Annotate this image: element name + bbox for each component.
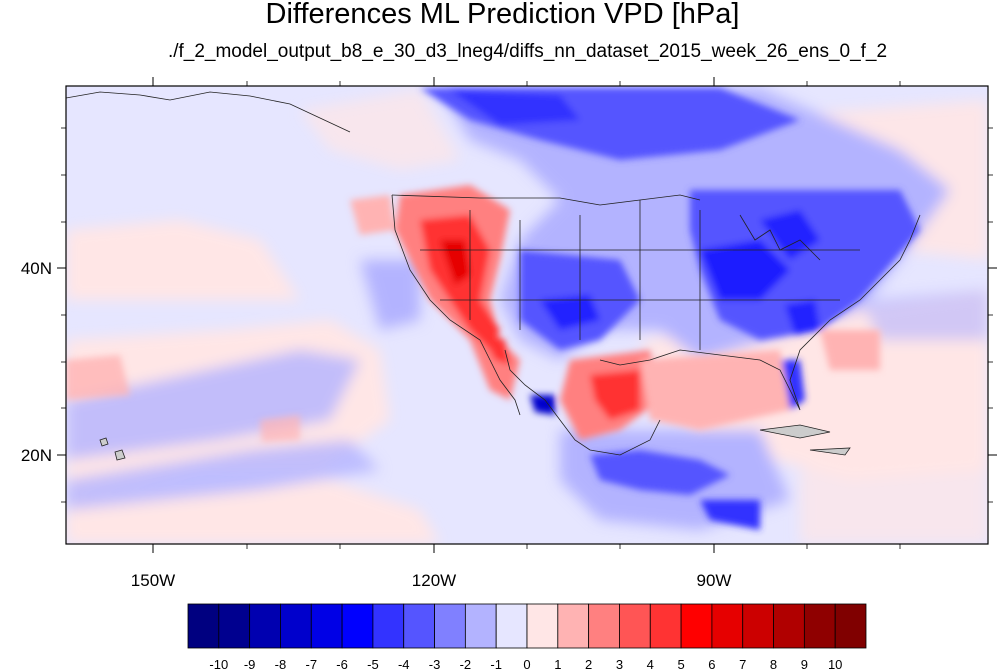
- colorbar-label: 10: [828, 657, 842, 672]
- difference-field: [66, 86, 988, 544]
- colorbar-swatch: [588, 603, 620, 649]
- colorbar-swatch: [742, 603, 774, 649]
- colorbar-swatch: [495, 603, 528, 649]
- colorbar-label: 1: [554, 657, 561, 672]
- map-title: Differences ML Prediction VPD [hPa]: [265, 0, 740, 30]
- colorbar-swatch: [372, 603, 405, 649]
- colorbar-label: -7: [305, 657, 317, 672]
- colorbar-label: -8: [275, 657, 287, 672]
- colorbar-label: 7: [739, 657, 746, 672]
- colorbar-swatch: [557, 603, 590, 649]
- y-tick-label-40n: 40N: [21, 259, 52, 278]
- colorbar-swatch: [803, 603, 836, 649]
- colorbar-swatch: [464, 603, 497, 649]
- x-tick-label-120w: 120W: [412, 571, 456, 590]
- colorbar-swatch: [680, 603, 713, 649]
- colorbar-label: -10: [209, 657, 228, 672]
- colorbar-swatch: [403, 603, 435, 649]
- colorbar-swatch: [280, 603, 312, 649]
- islands: [99, 424, 851, 461]
- x-tick-label-90w: 90W: [697, 571, 732, 590]
- colorbar-swatch: [187, 603, 220, 649]
- y-tick-label-20n: 20N: [21, 446, 52, 465]
- colorbar-label: -1: [490, 657, 502, 672]
- colorbar-swatch: [834, 603, 867, 649]
- colorbar: -10 -9 -8 -7 -6 -5 -4 -3 -2 -1 0 1 2 3 4 5 6 7 8 9 10: [187, 603, 867, 672]
- colorbar-label: -6: [336, 657, 348, 672]
- coastlines: [66, 91, 921, 456]
- colorbar-swatch: [310, 603, 343, 649]
- colorbar-label: 3: [616, 657, 623, 672]
- colorbar-label: -4: [398, 657, 410, 672]
- colorbar-label: 5: [677, 657, 684, 672]
- colorbar-label: 8: [770, 657, 777, 672]
- colorbar-swatch: [649, 603, 682, 649]
- colorbar-swatch: [619, 603, 651, 649]
- colorbar-label: -9: [244, 657, 256, 672]
- colorbar-swatch: [526, 603, 559, 649]
- colorbar-label: 0: [523, 657, 530, 672]
- colorbar-label: -5: [367, 657, 379, 672]
- colorbar-label: 9: [801, 657, 808, 672]
- axis-ticks: [57, 77, 997, 553]
- colorbar-label: 4: [647, 657, 654, 672]
- colorbar-swatch: [773, 603, 805, 649]
- colorbar-label: -2: [460, 657, 472, 672]
- colorbar-swatch: [341, 603, 374, 649]
- colorbar-swatch: [249, 603, 281, 649]
- x-tick-label-150w: 150W: [131, 571, 175, 590]
- colorbar-label: -3: [429, 657, 441, 672]
- colorbar-swatch: [218, 603, 251, 649]
- colorbar-swatch: [711, 603, 744, 649]
- colorbar-swatch: [434, 603, 466, 649]
- colorbar-label: 2: [585, 657, 592, 672]
- colorbar-label: 6: [708, 657, 715, 672]
- map-subtitle: ./f_2_model_output_b8_e_30_d3_lneg4/diff…: [167, 41, 888, 62]
